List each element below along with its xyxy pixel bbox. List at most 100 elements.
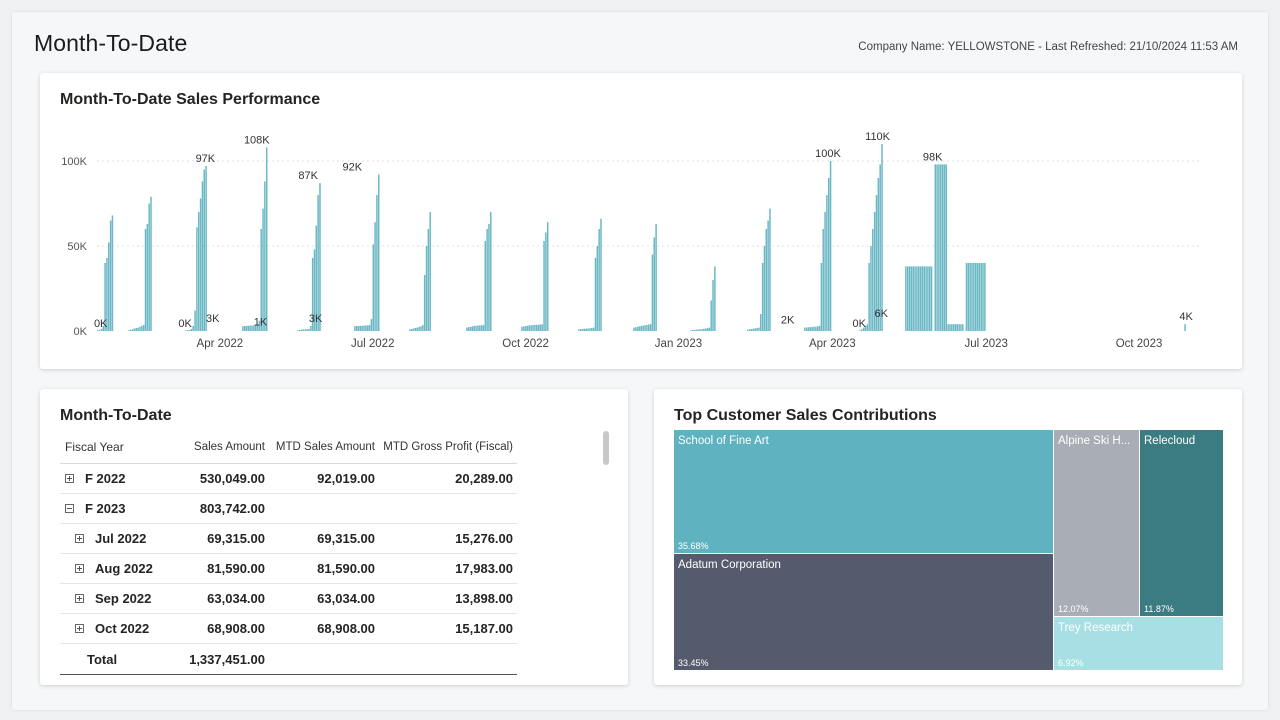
chart-bar [866, 324, 869, 331]
x-tick-label: Jan 2023 [655, 338, 702, 350]
row-label: F 2023 [85, 501, 126, 516]
chart-bar [805, 327, 808, 331]
sales-performance-card[interactable]: Month-To-Date Sales Performance 0K 97K 0K 3… [40, 73, 1242, 369]
chart-bar [97, 330, 99, 331]
chart-bar [583, 328, 586, 331]
chart-bar [969, 263, 971, 331]
chart-bar [967, 263, 970, 331]
y-tick-label: 0K [74, 326, 88, 338]
chart-bar [537, 324, 540, 331]
table-title: Month-To-Date [60, 407, 172, 424]
chart-bar [543, 240, 545, 331]
chart-bar [357, 325, 360, 331]
chart-bar [925, 266, 927, 331]
chart-title: Month-To-Date Sales Performance [60, 91, 321, 108]
data-label: 2K [781, 315, 795, 327]
expand-plus-icon[interactable] [75, 564, 84, 573]
chart-bar [919, 266, 922, 331]
chart-bar [521, 326, 523, 331]
chart-bar [416, 327, 419, 331]
chart-bar [262, 208, 264, 331]
chart-bar [265, 147, 268, 331]
chart-bar [475, 325, 477, 331]
chart-bar [747, 329, 749, 331]
table-scrollbar[interactable] [603, 431, 609, 465]
chart-bar [192, 325, 194, 331]
chart-bar [765, 229, 768, 331]
chart-bar [141, 325, 143, 331]
cell-mtd: 68,908.00 [317, 621, 375, 636]
chart-bar [644, 325, 646, 331]
chart-bar [490, 212, 492, 331]
chart-bar [872, 229, 874, 331]
chart-bar [532, 325, 534, 331]
treemap-tile-adatum-corporation[interactable]: Adatum Corporation 33.45% [673, 553, 1054, 671]
chart-bar [306, 329, 308, 331]
col-header-fiscal-year[interactable]: Fiscal Year [65, 440, 124, 454]
chart-bar [600, 218, 602, 331]
col-header-mtd-profit[interactable]: MTD Gross Profit (Fiscal) [383, 441, 513, 453]
data-label: 0K [852, 318, 866, 330]
col-header-mtd-sales[interactable]: MTD Sales Amount [275, 441, 375, 453]
chart-bar [190, 328, 193, 331]
expand-plus-icon[interactable] [65, 474, 74, 483]
chart-bar [310, 325, 312, 331]
expand-plus-icon[interactable] [75, 624, 84, 633]
chart-bar [196, 227, 198, 331]
cell-sales: 63,034.00 [207, 591, 265, 606]
cell-sales: 803,742.00 [199, 501, 265, 516]
chart-bar [539, 324, 542, 331]
chart-bar [706, 328, 709, 331]
data-label: 98K [923, 151, 943, 163]
chart-bar [818, 325, 821, 331]
x-tick-label: Jul 2022 [351, 338, 394, 350]
chart-bar [714, 266, 716, 331]
tile-label: Adatum Corporation [678, 559, 781, 571]
chart-bar [811, 326, 813, 331]
tile-label: Alpine Ski H... [1058, 435, 1131, 447]
chart-bar [916, 266, 918, 331]
chart-bar [816, 326, 819, 331]
chart-bar [690, 330, 692, 331]
treemap-tile-school-of-fine-art[interactable]: School of Fine Art 35.68% [673, 429, 1054, 554]
chart-bar [704, 328, 707, 331]
chart-bar [912, 266, 914, 331]
chart-bar [139, 326, 141, 331]
chart-bar [761, 263, 764, 331]
chart-bar [581, 328, 584, 331]
cell-sales: 69,315.00 [207, 531, 265, 546]
chart-bar [692, 329, 694, 331]
chart-bar [642, 325, 644, 331]
collapse-minus-icon[interactable] [65, 504, 74, 513]
chart-bar [653, 237, 655, 331]
chart-bar [359, 325, 362, 331]
data-label: 97K [196, 153, 216, 165]
chart-bar [488, 223, 490, 331]
chart-bar [418, 326, 420, 331]
chart-bar [956, 324, 959, 331]
chart-bar [480, 325, 483, 331]
chart-bar [824, 212, 826, 331]
chart-bar [945, 164, 948, 331]
sales-performance-chart[interactable]: 0K 97K 0K 3K 108K 1K 87K 3K 92K 2K 100K 0K 110K 6K 98K… [40, 73, 1242, 369]
data-label: 3K [309, 313, 323, 325]
row-label: Jul 2022 [95, 531, 147, 546]
expand-plus-icon[interactable] [75, 534, 84, 543]
expand-plus-icon[interactable] [75, 594, 84, 603]
chart-bar [363, 325, 365, 331]
chart-bar [100, 328, 103, 331]
col-header-sales-amount[interactable]: Sales Amount [194, 441, 265, 453]
chart-bar [471, 326, 474, 331]
chart-bar [965, 263, 968, 331]
customer-contributions-card: Top Customer Sales Contributions School … [654, 389, 1242, 685]
chart-bar [649, 324, 652, 331]
chart-bar [365, 325, 367, 331]
chart-bar [927, 266, 929, 331]
treemap-tile-relecloud[interactable]: Relecloud 11.87% [1139, 429, 1224, 617]
chart-bar [861, 329, 863, 331]
treemap-tile-trey-research[interactable]: Trey Research 6.92% [1053, 616, 1224, 671]
chart-bar [958, 324, 960, 331]
treemap-tile-alpine-ski-house[interactable]: Alpine Ski H... 12.07% [1053, 429, 1140, 617]
data-label: 110K [865, 131, 891, 143]
cell-profit: 15,276.00 [455, 531, 513, 546]
